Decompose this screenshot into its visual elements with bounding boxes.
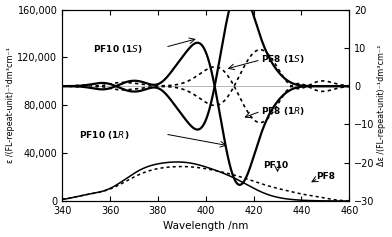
- Text: PF8 (1$S$): PF8 (1$S$): [261, 53, 304, 65]
- Text: PF8: PF8: [316, 172, 335, 181]
- Text: PF8 (1$R$): PF8 (1$R$): [261, 105, 305, 117]
- Y-axis label: ε /(FL-repeat-unit)⁻¹dm³cm⁻¹: ε /(FL-repeat-unit)⁻¹dm³cm⁻¹: [5, 47, 15, 163]
- Y-axis label: Δε /(FL-repeat-unit)⁻¹dm³cm⁻¹: Δε /(FL-repeat-unit)⁻¹dm³cm⁻¹: [377, 45, 387, 166]
- X-axis label: Wavelength /nm: Wavelength /nm: [163, 221, 249, 232]
- Text: PF10 (1$S$): PF10 (1$S$): [93, 43, 143, 55]
- Text: PF10 (1$R$): PF10 (1$R$): [79, 129, 129, 141]
- Text: PF10: PF10: [263, 161, 288, 170]
